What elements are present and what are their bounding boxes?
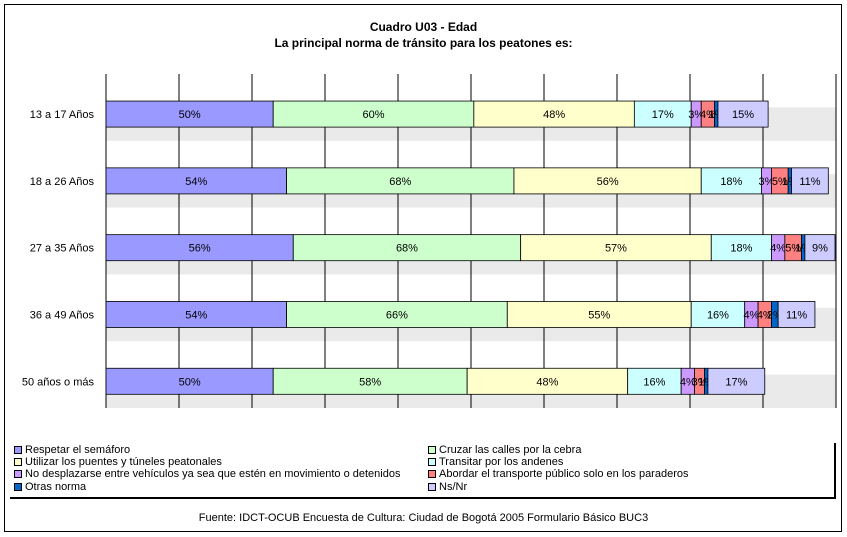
legend-item: Respetar el semáforo [14, 444, 130, 456]
data-label: 18% [730, 243, 752, 255]
data-label: 17% [652, 109, 674, 121]
data-label: 4% [700, 109, 716, 121]
data-label: 48% [543, 109, 565, 121]
legend-swatch [428, 482, 436, 491]
bar-segment [105, 367, 274, 395]
legend-swatch [428, 446, 436, 454]
legend-item: Abordar el transporte público solo en lo… [428, 468, 688, 480]
legend-swatch [14, 482, 22, 491]
legend-item: Cruzar las calles por la cebra [428, 444, 581, 456]
data-label: 4% [680, 376, 696, 388]
bar-segment [105, 234, 294, 262]
data-label: 16% [707, 309, 729, 321]
legend: Respetar el semáforo Utilizar los puentes… [10, 443, 836, 499]
bar-segment [473, 100, 635, 128]
data-label: 5% [772, 176, 788, 188]
data-label: 9% [812, 243, 828, 255]
bar-segment [700, 167, 762, 195]
data-label: 50% [179, 376, 201, 388]
bar-segment [272, 100, 475, 128]
data-label: 4% [770, 243, 786, 255]
data-label: 4% [757, 309, 773, 321]
legend-item: Transitar por los andenes [428, 456, 563, 468]
bar-segment [105, 100, 274, 128]
data-label: 3% [758, 176, 774, 188]
data-label: 4% [743, 309, 759, 321]
data-label: 57% [605, 243, 627, 255]
legend-label: Cruzar las calles por la cebra [439, 444, 582, 456]
category-label: 50 años o más [22, 376, 95, 388]
category-label: 13 a 17 Años [30, 109, 95, 121]
data-label: 11% [786, 309, 807, 321]
legend-swatch [428, 458, 436, 467]
legend-label: Otras norma [25, 480, 87, 493]
data-label: 68% [389, 176, 411, 188]
legend-item: No desplazarse entre vehículos ya sea qu… [14, 468, 400, 480]
bar-segment [520, 234, 712, 262]
legend-item: Utilizar los puentes y túneles peatonale… [14, 456, 222, 468]
bar-segment [506, 301, 692, 328]
data-label: 15% [732, 109, 754, 121]
bar-segment [513, 167, 702, 195]
data-label: 56% [189, 243, 211, 255]
bar-segment [710, 234, 772, 262]
data-label: 60% [363, 109, 385, 121]
bar-segment [690, 301, 746, 328]
category-label: 27 a 35 Años [30, 243, 95, 255]
data-label: 54% [185, 176, 207, 188]
legend-swatch [14, 446, 22, 454]
data-label: 50% [179, 109, 201, 121]
data-label: 56% [597, 176, 619, 188]
category-label: 36 a 49 Años [30, 309, 95, 321]
legend-label: No desplazarse entre vehículos ya sea qu… [25, 468, 401, 481]
legend-swatch [14, 458, 22, 467]
bar-segment [804, 234, 836, 262]
legend-item: Otras norma [14, 481, 86, 493]
data-label: 48% [536, 376, 558, 388]
bar-segment [466, 367, 629, 395]
legend-label: Respetar el semáforo [25, 444, 131, 456]
bar-segment [717, 100, 769, 128]
bar-segment [272, 367, 468, 395]
data-label: 3% [692, 376, 708, 388]
legend-label: Ns/Nr [439, 480, 468, 493]
data-label: 11% [799, 176, 820, 188]
data-label: 3% [688, 109, 704, 121]
bar-segment [707, 367, 766, 395]
bar-segment [633, 100, 692, 128]
data-label: 66% [386, 309, 408, 321]
data-label: 54% [185, 309, 207, 321]
data-label: 68% [396, 243, 418, 255]
category-label: 18 a 26 Años [30, 176, 95, 188]
data-label: 5% [785, 243, 801, 255]
data-label: 58% [359, 376, 381, 388]
bar-segment [791, 167, 829, 195]
chart-subtitle: La principal norma de tránsito para los … [274, 36, 573, 50]
source-note: Fuente: IDCT-OCUB Encuesta de Cultura: C… [198, 512, 649, 524]
legend-item: Ns/Nr [428, 481, 467, 493]
bar-segment [777, 301, 816, 328]
legend-label: Utilizar los puentes y túneles peatonale… [25, 456, 222, 469]
bar-segment [105, 301, 287, 328]
bar-segment [286, 167, 515, 195]
legend-swatch [428, 470, 436, 479]
data-label: 16% [643, 376, 665, 388]
legend-label: Transitar por los andenes [439, 456, 564, 469]
chart-title: Cuadro U03 - Edad [369, 20, 478, 34]
bar-segment [292, 234, 522, 262]
data-label: 18% [720, 176, 742, 188]
legend-swatch [14, 470, 22, 479]
data-label: 55% [588, 309, 610, 321]
bar-segment [627, 367, 682, 395]
legend-label: Abordar el transporte público solo en lo… [439, 468, 689, 481]
data-label: 17% [725, 376, 747, 388]
